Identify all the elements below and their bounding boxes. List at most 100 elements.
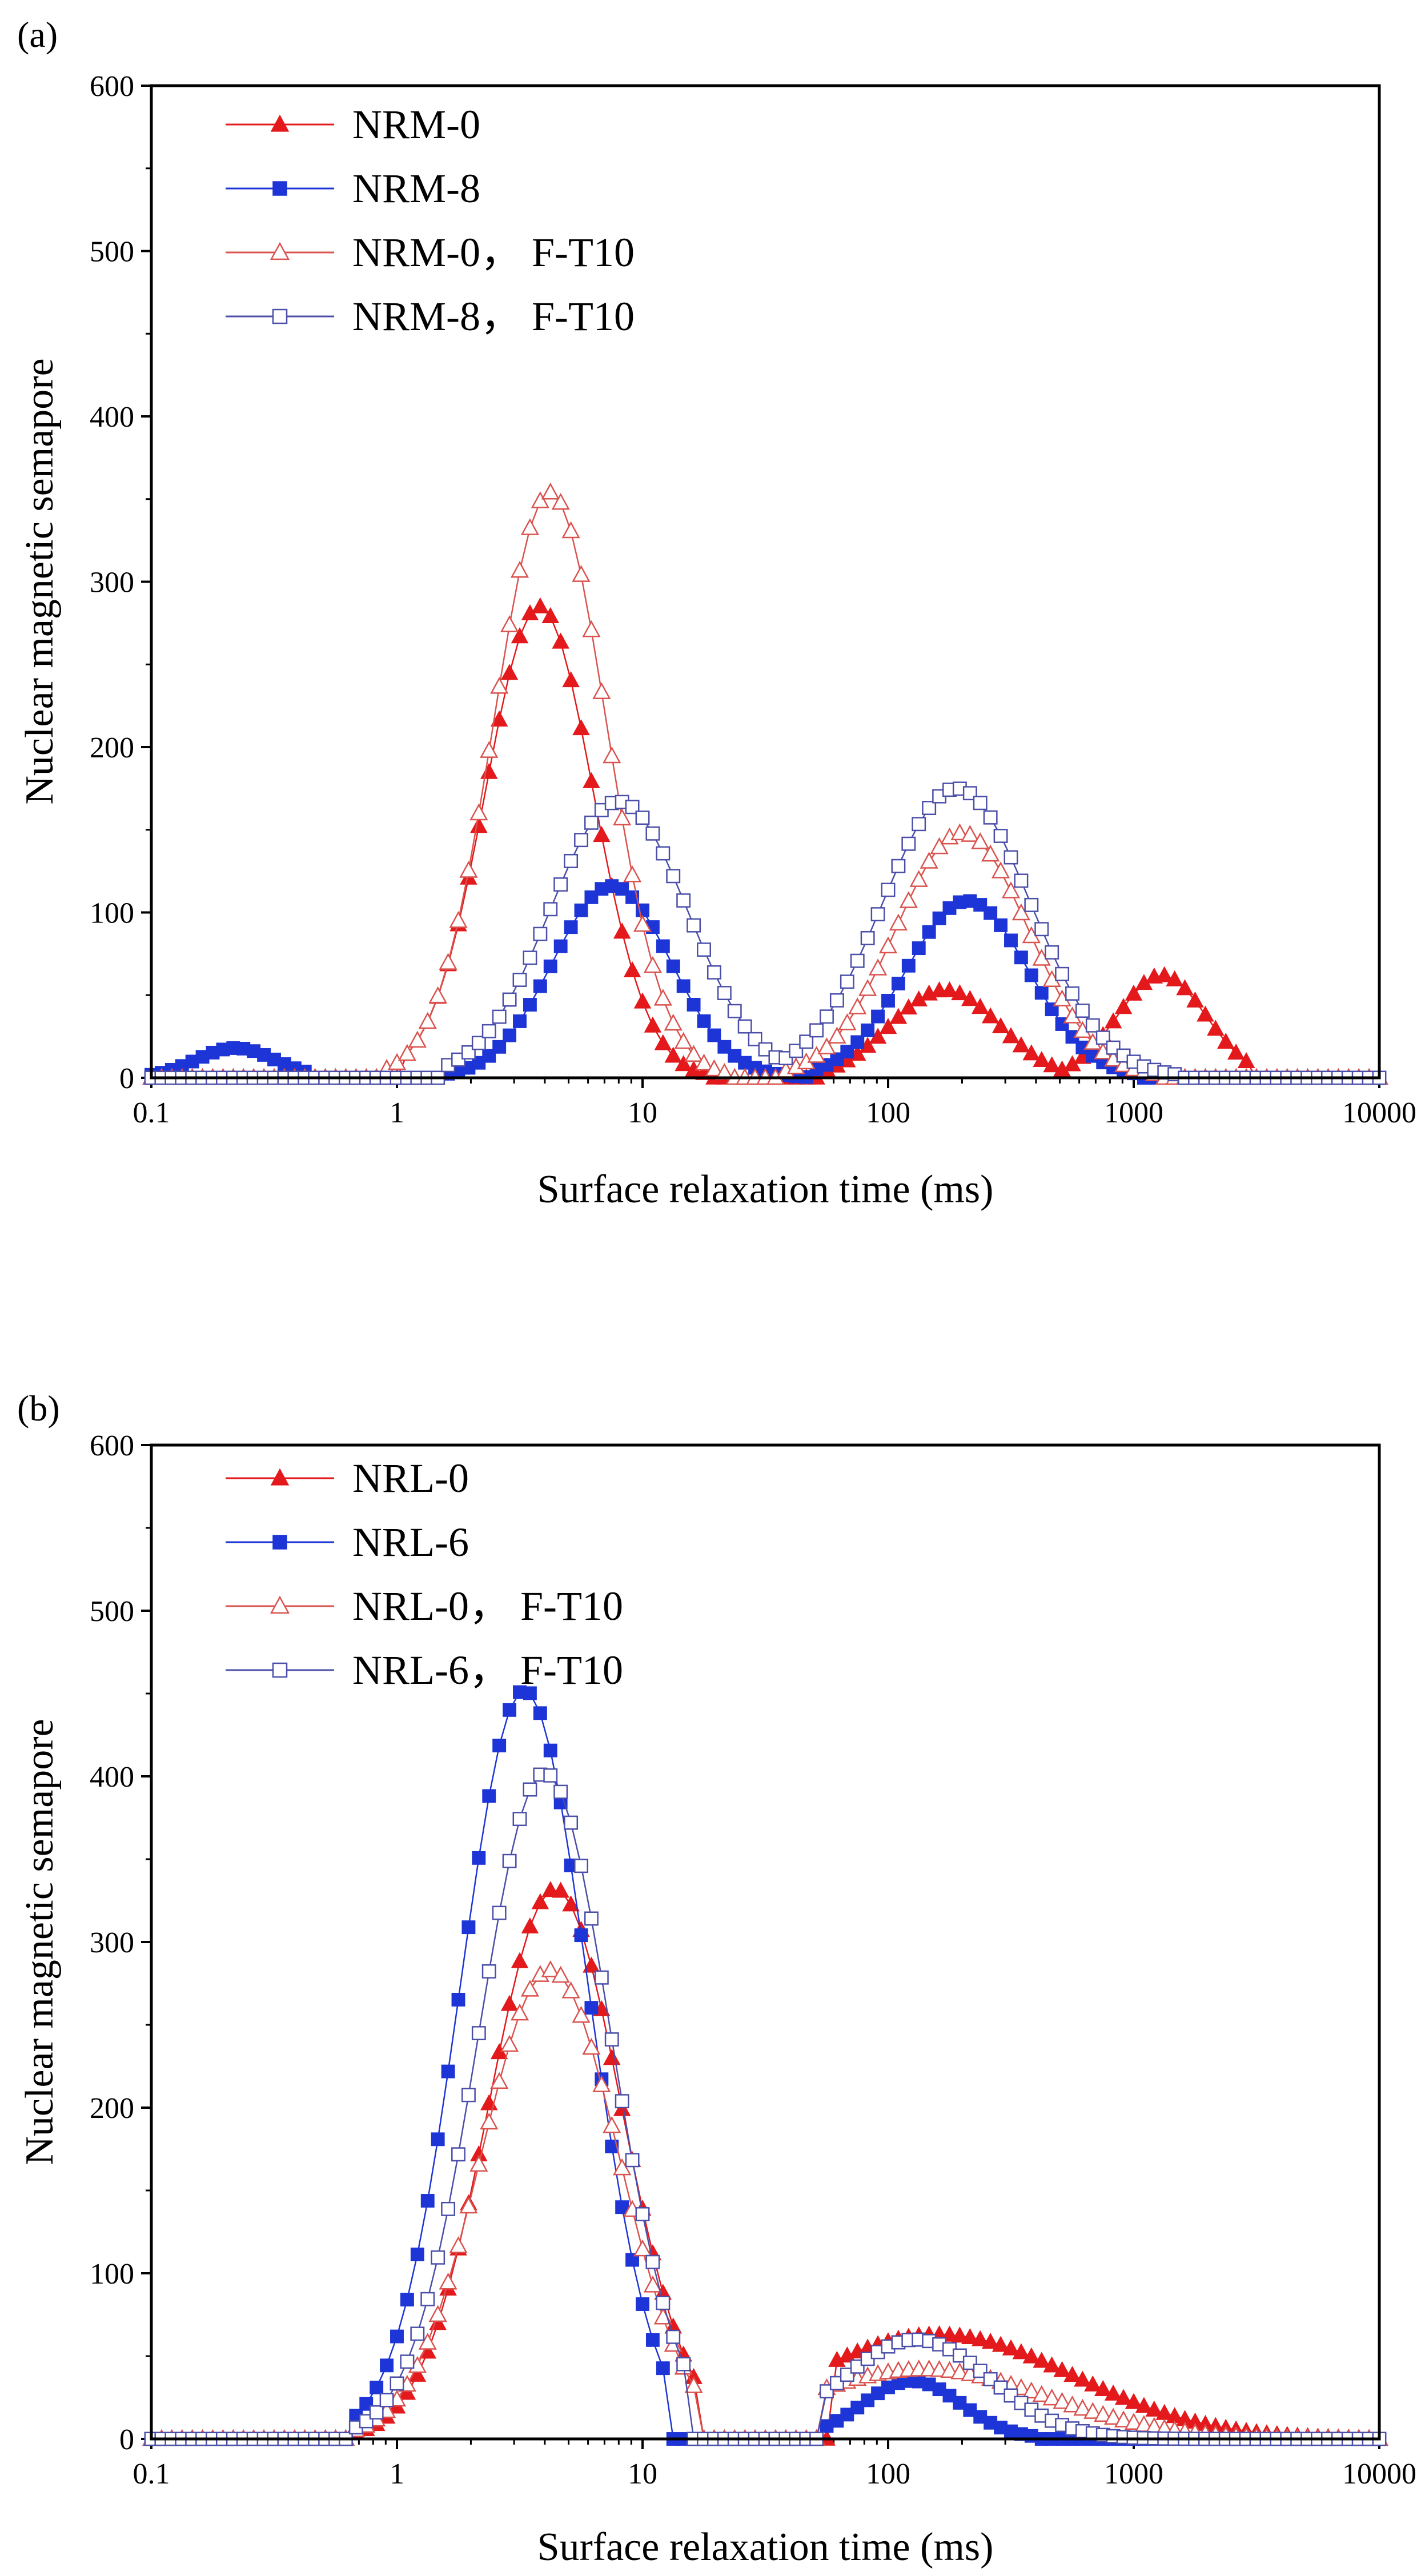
data-point	[838, 1013, 857, 1030]
data-point	[387, 1053, 407, 1070]
legend-marker	[270, 1468, 290, 1486]
data-point	[502, 1853, 517, 1868]
legend-label: NRL-6， F-T10	[352, 1647, 623, 1693]
data-point	[1104, 2384, 1122, 2401]
data-point	[623, 865, 642, 882]
data-point	[551, 492, 570, 510]
data-point	[981, 844, 1000, 862]
data-point	[889, 1008, 908, 1024]
y-tick-label: 300	[90, 567, 134, 599]
data-point	[451, 1993, 465, 2007]
data-point	[603, 2116, 621, 2133]
data-point	[623, 961, 641, 978]
data-point	[881, 994, 895, 1008]
legend-item: NRM-8， F-T10	[226, 294, 635, 339]
data-point	[666, 869, 681, 884]
data-point	[593, 826, 611, 842]
data-point	[951, 2326, 969, 2343]
y-tick-label: 0	[119, 1062, 134, 1095]
data-point	[511, 627, 529, 644]
data-point	[653, 989, 672, 1006]
data-point	[574, 1859, 588, 1873]
data-point	[912, 817, 926, 832]
data-point	[1124, 2413, 1143, 2430]
legend-item: NRL-6， F-T10	[226, 1647, 623, 1693]
data-point	[523, 950, 537, 965]
panel-label: (b)	[17, 1388, 60, 1429]
data-point	[543, 959, 557, 973]
data-point	[633, 2239, 652, 2257]
data-point	[1043, 1056, 1061, 1073]
data-point	[1125, 984, 1143, 1001]
data-point	[687, 918, 701, 933]
data-point	[481, 1024, 496, 1038]
data-point	[541, 1881, 560, 1897]
data-point	[992, 2336, 1010, 2352]
series-NRM-8， F-T10	[144, 781, 1387, 1085]
data-point	[490, 677, 509, 694]
data-point	[449, 2236, 468, 2253]
data-point	[520, 518, 540, 535]
data-point	[1145, 2400, 1163, 2417]
data-point	[870, 907, 885, 922]
data-point	[828, 1026, 846, 1044]
data-point	[1011, 903, 1031, 921]
data-point	[644, 1016, 662, 1033]
data-point	[950, 823, 969, 841]
data-point	[521, 1917, 539, 1934]
data-point	[603, 746, 621, 764]
data-point	[1055, 966, 1070, 981]
data-point	[656, 939, 670, 953]
data-point	[1034, 986, 1049, 1000]
data-point	[941, 981, 958, 997]
data-point	[574, 903, 588, 917]
data-point	[582, 2037, 601, 2055]
data-point	[1114, 2410, 1133, 2427]
x-tick-label: 100	[866, 2458, 910, 2490]
data-point	[868, 958, 888, 976]
y-tick-label: 300	[90, 1927, 134, 1959]
data-point	[705, 1059, 724, 1077]
data-point	[1004, 933, 1018, 948]
y-tick-label: 100	[90, 2258, 134, 2290]
data-point	[513, 1014, 527, 1028]
data-point	[543, 902, 558, 917]
data-point	[441, 2064, 455, 2079]
data-point	[727, 1004, 742, 1018]
data-point	[1217, 1033, 1235, 1049]
data-point	[512, 973, 527, 987]
data-point	[848, 997, 867, 1014]
x-tick-label: 0.1	[133, 1097, 170, 1129]
data-point	[533, 926, 548, 941]
data-point	[492, 1739, 507, 1752]
data-point	[684, 2376, 703, 2393]
data-point	[922, 801, 937, 815]
data-point	[891, 858, 906, 873]
data-point	[531, 597, 549, 613]
x-tick-label: 10000	[1342, 1097, 1416, 1129]
y-axis-title: Nuclear magnetic semapore	[18, 1719, 62, 2165]
legend-item: NRM-8	[226, 166, 480, 211]
data-point	[922, 925, 936, 939]
data-point	[533, 979, 547, 993]
data-point	[572, 2005, 591, 2023]
x-tick-label: 1000	[1104, 2458, 1163, 2490]
data-point	[656, 2296, 671, 2310]
data-point	[817, 1037, 836, 1054]
data-point	[512, 1812, 527, 1827]
data-point	[861, 2393, 875, 2408]
data-point	[971, 2330, 989, 2346]
data-point	[799, 1034, 814, 1049]
data-point	[951, 984, 969, 1001]
data-point	[664, 1046, 683, 1063]
data-point	[666, 959, 680, 973]
data-point	[912, 941, 926, 956]
x-axis-title: Surface relaxation time (ms)	[537, 1167, 994, 1211]
data-point	[584, 2001, 599, 2015]
data-point	[930, 837, 949, 854]
data-point	[562, 1895, 580, 1912]
data-point	[541, 482, 560, 500]
data-point	[984, 906, 998, 920]
legend-marker	[272, 1535, 287, 1550]
